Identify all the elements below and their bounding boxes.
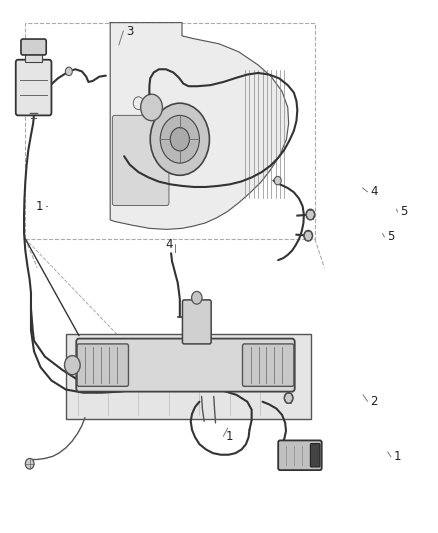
FancyBboxPatch shape	[76, 338, 295, 392]
Circle shape	[160, 115, 199, 163]
Text: 5: 5	[387, 230, 395, 243]
Circle shape	[64, 356, 80, 375]
Circle shape	[284, 393, 293, 403]
FancyBboxPatch shape	[243, 344, 294, 386]
FancyBboxPatch shape	[21, 39, 46, 55]
Text: 1: 1	[394, 450, 401, 463]
Circle shape	[65, 67, 72, 76]
Circle shape	[191, 292, 202, 304]
Text: 4: 4	[370, 185, 378, 198]
Circle shape	[306, 209, 315, 220]
FancyBboxPatch shape	[66, 334, 311, 419]
Circle shape	[274, 176, 281, 185]
FancyBboxPatch shape	[16, 60, 51, 115]
Text: 4: 4	[165, 238, 173, 251]
FancyBboxPatch shape	[183, 300, 211, 344]
FancyBboxPatch shape	[113, 115, 169, 206]
Circle shape	[25, 458, 34, 469]
Circle shape	[150, 103, 209, 175]
FancyBboxPatch shape	[278, 440, 322, 470]
FancyBboxPatch shape	[77, 344, 128, 386]
Bar	[25, 53, 42, 62]
Circle shape	[141, 94, 162, 120]
Circle shape	[304, 230, 313, 241]
FancyBboxPatch shape	[311, 443, 320, 467]
Text: 5: 5	[400, 205, 408, 219]
Text: 1: 1	[36, 199, 43, 213]
Text: 3: 3	[126, 25, 134, 38]
Polygon shape	[110, 22, 289, 229]
Text: 2: 2	[370, 394, 378, 408]
Text: 1: 1	[226, 430, 233, 443]
Circle shape	[170, 127, 189, 151]
